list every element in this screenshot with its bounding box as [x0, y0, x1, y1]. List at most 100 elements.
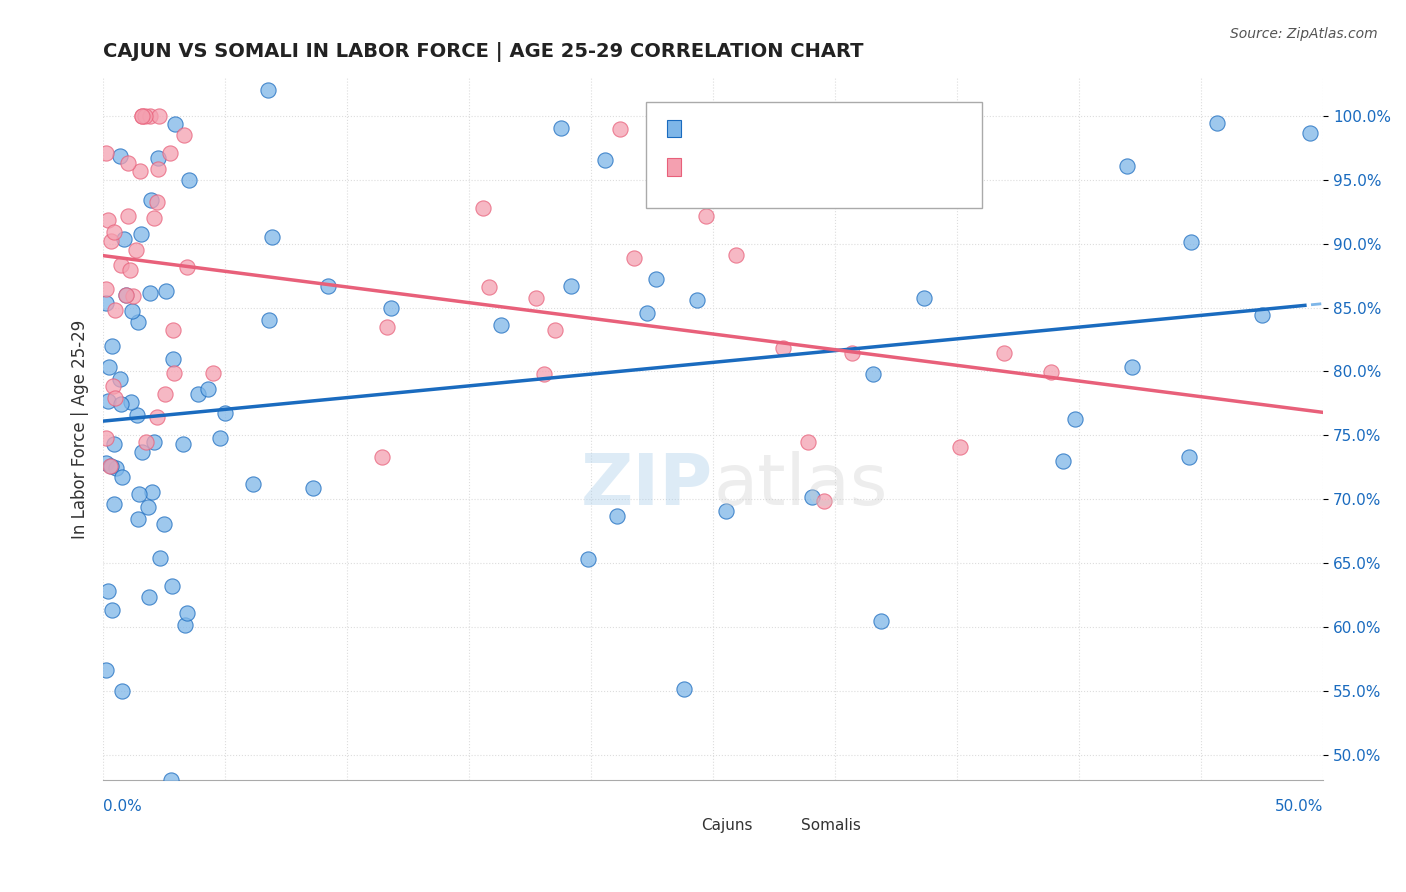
Point [98, 360, 121, 375]
Point [127, 315, 149, 329]
Point [165, 117, 187, 131]
Point [813, 493, 835, 508]
Point [155, 284, 177, 298]
Point [1180, 235, 1202, 249]
Point [162, 323, 184, 337]
Text: 0.0%: 0.0% [103, 799, 142, 814]
Point [115, 288, 138, 302]
Point [543, 323, 565, 337]
Point [97, 394, 120, 409]
Point [131, 445, 153, 459]
Y-axis label: In Labor Force | Age 25-29: In Labor Force | Age 25-29 [72, 319, 89, 539]
Text: R = -0.444   N = 53: R = -0.444 N = 53 [689, 158, 879, 176]
Point [146, 195, 169, 210]
Point [160, 579, 183, 593]
Point [131, 109, 153, 123]
Point [159, 146, 181, 161]
Point [163, 367, 186, 381]
Point [489, 318, 512, 332]
Point [153, 386, 176, 401]
Point [725, 248, 748, 262]
Point [208, 432, 231, 446]
Point [524, 291, 547, 305]
Text: Source: ZipAtlas.com: Source: ZipAtlas.com [1230, 27, 1378, 41]
Point [101, 378, 124, 392]
Point [645, 272, 668, 286]
Point [159, 773, 181, 788]
Point [380, 301, 402, 316]
Point [143, 211, 166, 226]
Bar [666, 159, 682, 176]
Point [143, 434, 166, 449]
Point [870, 614, 893, 628]
Point [1040, 365, 1063, 379]
Point [134, 109, 156, 123]
Point [103, 391, 125, 405]
Point [94, 456, 117, 470]
Point [1298, 126, 1320, 140]
Bar [765, 814, 794, 840]
Point [623, 251, 645, 265]
Point [772, 341, 794, 355]
Point [148, 550, 170, 565]
Point [478, 279, 501, 293]
Point [117, 155, 139, 169]
Text: ZIP: ZIP [581, 450, 713, 520]
Point [993, 346, 1015, 360]
Point [187, 387, 209, 401]
Point [101, 339, 124, 353]
Point [128, 164, 150, 178]
Point [576, 552, 599, 566]
Point [141, 485, 163, 500]
Point [127, 512, 149, 526]
Point [1064, 412, 1087, 426]
Point [560, 278, 582, 293]
Point [257, 313, 280, 327]
Point [94, 431, 117, 445]
Point [1178, 450, 1201, 464]
Point [179, 173, 201, 187]
Point [242, 476, 264, 491]
Point [146, 151, 169, 165]
Point [110, 372, 132, 386]
Point [695, 209, 717, 223]
Point [841, 346, 863, 360]
Point [135, 435, 157, 450]
Point [214, 406, 236, 420]
Point [129, 227, 152, 241]
Point [100, 234, 122, 248]
Point [862, 367, 884, 381]
Point [262, 230, 284, 244]
Point [176, 606, 198, 620]
Point [121, 303, 143, 318]
Text: Somalis: Somalis [801, 819, 860, 833]
Point [118, 262, 141, 277]
Point [138, 590, 160, 604]
Point [370, 450, 392, 464]
Text: atlas: atlas [713, 450, 887, 520]
Point [533, 367, 555, 381]
Point [197, 383, 219, 397]
Point [114, 288, 136, 302]
Point [1052, 454, 1074, 468]
Point [801, 490, 824, 504]
Point [716, 504, 738, 518]
Point [153, 517, 176, 532]
Point [172, 437, 194, 451]
Point [672, 681, 695, 696]
Point [110, 397, 132, 411]
Point [94, 295, 117, 310]
Point [111, 684, 134, 698]
Point [162, 352, 184, 367]
Point [316, 279, 339, 293]
Point [120, 395, 142, 409]
Text: R =  0.151   N = 80: R = 0.151 N = 80 [689, 120, 879, 137]
Point [138, 109, 160, 123]
Point [550, 120, 572, 135]
Point [146, 162, 169, 177]
Point [117, 209, 139, 223]
Point [103, 436, 125, 450]
Point [636, 306, 658, 320]
Point [1205, 116, 1227, 130]
Point [173, 617, 195, 632]
